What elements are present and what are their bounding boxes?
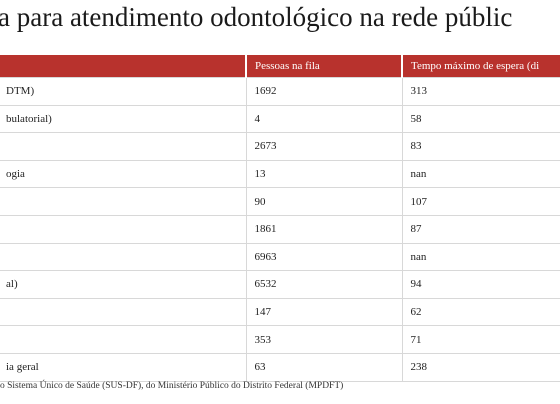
cell: 1692 bbox=[245, 77, 402, 106]
cell: 4 bbox=[245, 105, 402, 134]
header-cell: Tempo máximo de espera (di bbox=[401, 55, 560, 78]
cell: 94 bbox=[401, 270, 560, 299]
table-body: DTM) 1692 313 bulatorial) 4 58 2673 83 ogia 13 nan… bbox=[0, 77, 560, 382]
cell: 83 bbox=[401, 132, 560, 161]
cell: 87 bbox=[401, 215, 560, 244]
cell: 2673 bbox=[245, 132, 402, 161]
cell: 63 bbox=[245, 353, 402, 382]
table-row: 147 62 bbox=[0, 298, 560, 327]
row-label: ogia bbox=[0, 160, 246, 189]
row-label: DTM) bbox=[0, 77, 246, 106]
table-row: 90 107 bbox=[0, 187, 560, 216]
cell: 1861 bbox=[245, 215, 402, 244]
cell: nan bbox=[401, 160, 560, 189]
row-label bbox=[0, 298, 246, 327]
table-row: 2673 83 bbox=[0, 132, 560, 161]
table-row: ogia 13 nan bbox=[0, 160, 560, 189]
cell: 58 bbox=[401, 105, 560, 134]
header-cell: Pessoas na fila bbox=[245, 55, 402, 78]
cell: 313 bbox=[401, 77, 560, 106]
table-row: 6963 nan bbox=[0, 243, 560, 272]
title: a para atendimento odontológico na rede … bbox=[0, 2, 513, 32]
table-row: 353 71 bbox=[0, 325, 560, 354]
row-label bbox=[0, 132, 246, 161]
row-label bbox=[0, 187, 246, 216]
row-label: al) bbox=[0, 270, 246, 299]
row-label bbox=[0, 243, 246, 272]
cell: 107 bbox=[401, 187, 560, 216]
table-row: bulatorial) 4 58 bbox=[0, 105, 560, 134]
row-label bbox=[0, 215, 246, 244]
cell: 147 bbox=[245, 298, 402, 327]
source: o Sistema Único de Saúde (SUS-DF), do Mi… bbox=[0, 381, 344, 391]
table-row: 1861 87 bbox=[0, 215, 560, 244]
cell: 353 bbox=[245, 325, 402, 354]
cell: 62 bbox=[401, 298, 560, 327]
table: Pessoas na fila Tempo máximo de espera (… bbox=[0, 55, 560, 382]
row-label: bulatorial) bbox=[0, 105, 246, 134]
cell: 6532 bbox=[245, 270, 402, 299]
row-label: ia geral bbox=[0, 353, 246, 382]
header-row: Pessoas na fila Tempo máximo de espera (… bbox=[0, 55, 560, 78]
header-cell bbox=[0, 55, 246, 78]
cell: 90 bbox=[245, 187, 402, 216]
row-label bbox=[0, 325, 246, 354]
table-row: al) 6532 94 bbox=[0, 270, 560, 299]
table-row: ia geral 63 238 bbox=[0, 353, 560, 382]
cell: 238 bbox=[401, 353, 560, 382]
cell: 13 bbox=[245, 160, 402, 189]
cell: 6963 bbox=[245, 243, 402, 272]
cell: 71 bbox=[401, 325, 560, 354]
cell: nan bbox=[401, 243, 560, 272]
table-row: DTM) 1692 313 bbox=[0, 77, 560, 106]
